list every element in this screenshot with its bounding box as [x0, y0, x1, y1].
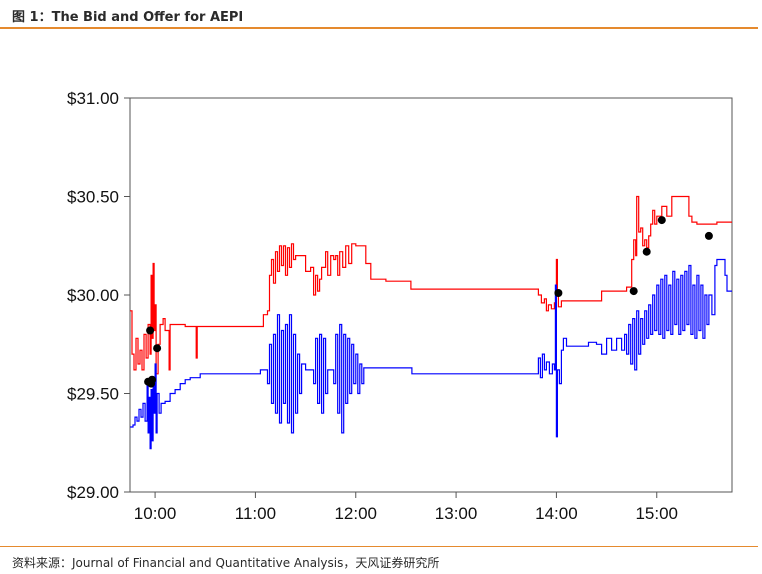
trade-point — [629, 287, 638, 296]
trade-point — [148, 375, 157, 384]
y-tick-label: $30.00 — [67, 286, 119, 305]
y-tick-label: $31.00 — [67, 89, 119, 108]
title-divider — [0, 27, 758, 29]
plot-frame — [129, 97, 733, 493]
y-tick-label: $29.50 — [67, 385, 119, 404]
bid-series-line — [130, 258, 732, 450]
x-tick-label: 12:00 — [334, 504, 377, 523]
y-tick-label: $29.00 — [67, 483, 119, 502]
x-tick-label: 11:00 — [235, 504, 276, 523]
x-tick-label: 15:00 — [635, 504, 678, 523]
source-note: 资料来源：Journal of Financial and Quantitati… — [12, 556, 440, 570]
trade-point — [153, 344, 162, 353]
trade-point — [146, 326, 155, 335]
offer-series-line — [130, 195, 732, 375]
trade-point — [554, 289, 563, 297]
x-tick-label: 13:00 — [435, 504, 478, 523]
trade-point — [657, 216, 666, 225]
x-tick-label: 10:00 — [134, 504, 177, 523]
trade-point — [642, 247, 651, 256]
figure-title: 图 1：The Bid and Offer for AEPI — [12, 10, 244, 25]
trade-point — [704, 231, 713, 240]
y-tick-label: $30.50 — [67, 188, 119, 207]
source-divider — [0, 546, 758, 547]
x-tick-label: 14:00 — [535, 504, 578, 523]
